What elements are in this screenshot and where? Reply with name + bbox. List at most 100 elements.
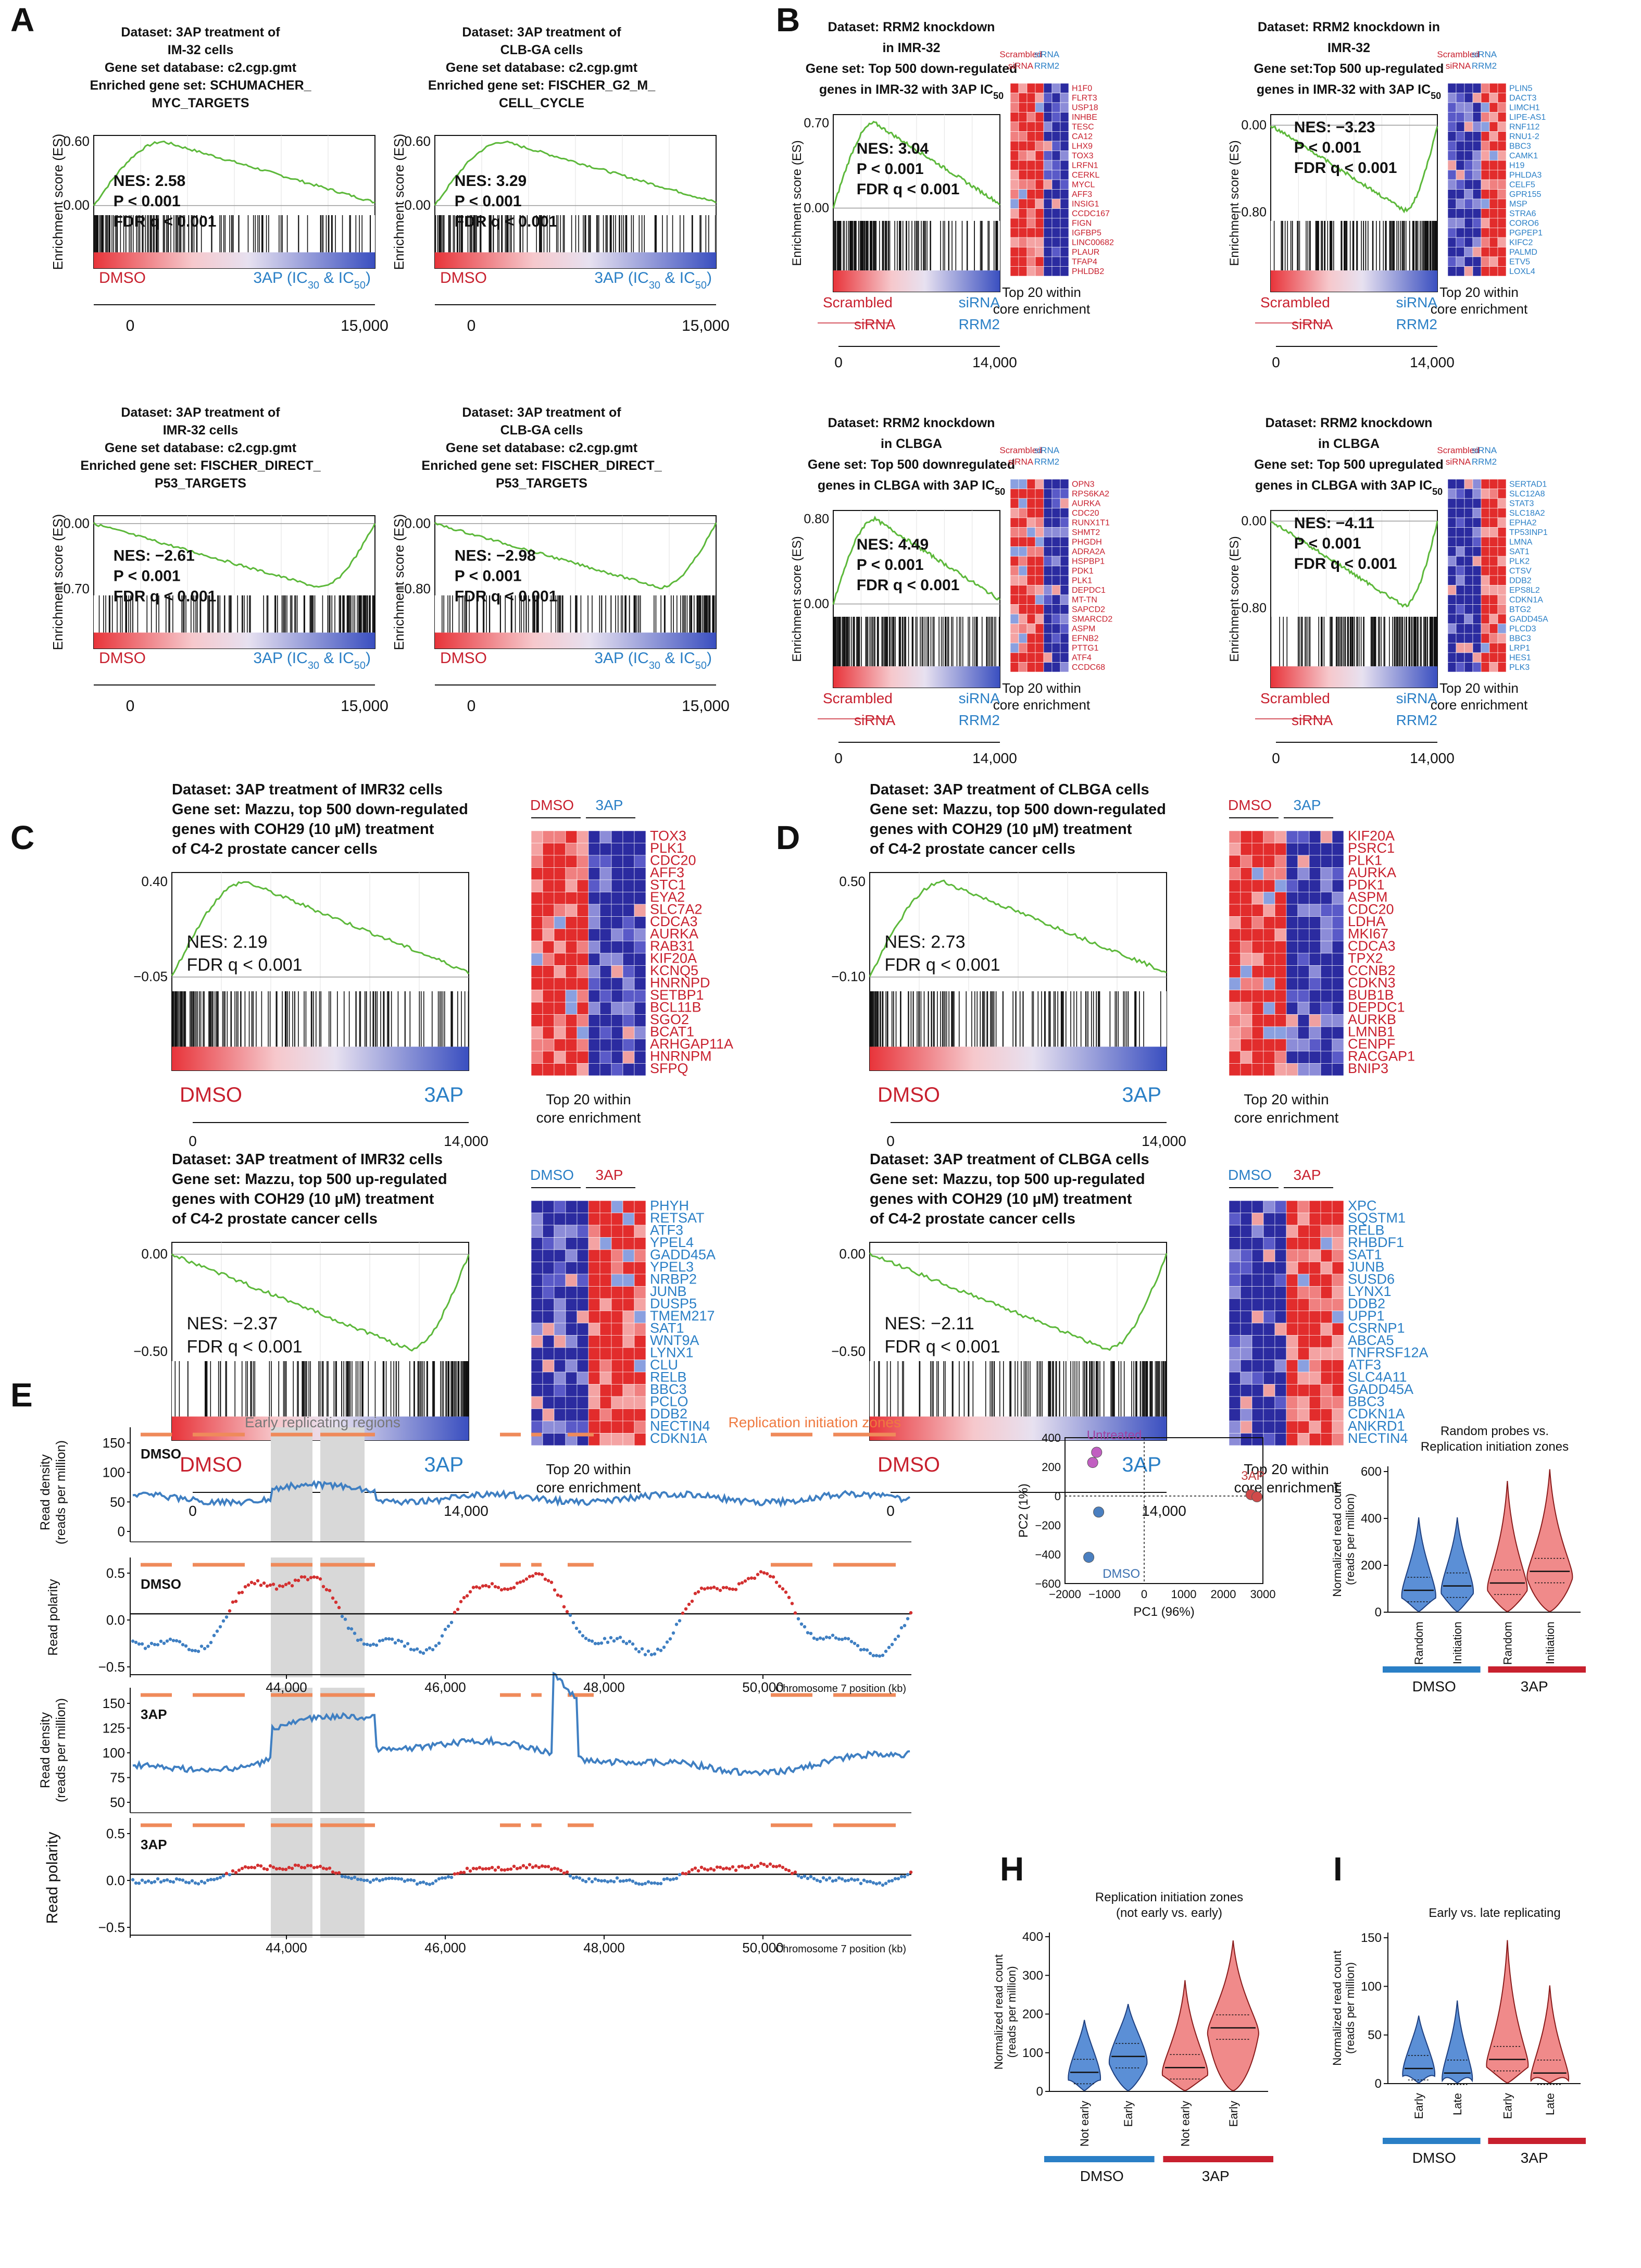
heat-header: RRM2 [1472, 61, 1497, 71]
polarity-point [549, 1867, 554, 1871]
polarity-point [768, 1862, 772, 1866]
heatmap-cell [622, 1051, 635, 1064]
gene-label: PGPEP1 [1509, 229, 1543, 238]
heatmap-cell [1229, 892, 1241, 905]
heatmap-cell [622, 1200, 635, 1213]
heatmap-cell [542, 1311, 555, 1324]
heatmap-cell [1456, 247, 1465, 257]
gene-label: NECTIN4 [650, 1418, 710, 1434]
gene-label: CDKN3 [1348, 975, 1396, 990]
top20-label: core enrichment [1234, 1110, 1339, 1126]
enrichment-curve [171, 1253, 470, 1352]
heatmap-cell [1320, 1026, 1333, 1039]
gene-label: INHBE [1072, 113, 1097, 122]
heatmap-cell [1043, 179, 1053, 190]
polarity-point [206, 1644, 210, 1648]
heatmap-cell [1035, 160, 1044, 170]
gene-label: EPS8L2 [1509, 586, 1540, 595]
heatmap-cell [1010, 266, 1019, 277]
heatmap-cell [588, 830, 600, 843]
heatmap-cell [1060, 508, 1069, 518]
polarity-point [824, 1878, 829, 1881]
polarity-point [549, 1580, 554, 1584]
heatmap-cell [1286, 1225, 1298, 1238]
gene-label: LMNA [1509, 538, 1533, 546]
polarity-point [509, 1867, 513, 1871]
heatmap-cell [1456, 614, 1465, 624]
gene-label: UPP1 [1348, 1308, 1385, 1324]
heatmap-cell [599, 941, 612, 954]
heatmap-cell [1320, 1014, 1333, 1027]
gene-label: TFAP4 [1072, 257, 1097, 266]
polarity-point [434, 1879, 438, 1883]
heatmap-cell [1018, 102, 1028, 113]
polarity-point [334, 1871, 338, 1875]
heatmap-cell [1481, 170, 1490, 180]
gene-label: CERKL [1072, 171, 1099, 180]
polarity-point [456, 1872, 460, 1875]
y-tick-label: −0.10 [831, 969, 866, 985]
heatmap-cell [1297, 1262, 1310, 1275]
heatmap-cell [1018, 198, 1028, 209]
heatmap-cell [1229, 953, 1241, 966]
heatmap-cell [1472, 662, 1482, 672]
heatmap-cell [1043, 633, 1053, 643]
heatmap-cell [1297, 977, 1310, 990]
violin-shape [1526, 1469, 1573, 1612]
polarity-point [159, 1639, 163, 1643]
polarity-point [265, 1584, 269, 1588]
polarity-point [328, 1866, 332, 1870]
heatmap-cell [1274, 1237, 1287, 1250]
heatmap-cell [1251, 1335, 1264, 1348]
polarity-point [587, 1877, 591, 1881]
polarity-point [568, 1613, 572, 1617]
panel-letter-D: D [776, 819, 800, 856]
heatmap-cell [542, 1039, 555, 1052]
polarity-point [662, 1877, 666, 1881]
heatmap-cell [588, 1014, 600, 1027]
heatmap-cell [1051, 198, 1061, 209]
heatmap-cell [1229, 1286, 1241, 1299]
polarity-point [509, 1587, 513, 1590]
heatmap-cell [1035, 594, 1044, 605]
heatmap-cell [577, 990, 589, 1003]
heatmap-cell [599, 1347, 612, 1360]
heatmap-cell [1489, 247, 1498, 257]
gene-label: IGFBP5 [1072, 229, 1101, 238]
polarity-point [799, 1622, 804, 1626]
polarity-point [646, 1880, 650, 1884]
heatmap-cell [1026, 228, 1036, 238]
rank-gradient [435, 252, 716, 268]
polarity-point [787, 1596, 791, 1599]
polarity-point [365, 1878, 369, 1882]
heatmap-cell [1286, 1323, 1298, 1336]
heatmap-cell [1332, 843, 1344, 856]
heatmap-cell [1010, 198, 1019, 209]
polarity-point [790, 1872, 794, 1875]
heatmap-cell [1274, 1298, 1287, 1311]
heatmap-cell [634, 1298, 646, 1311]
gene-label: FLRT3 [1072, 94, 1097, 103]
polarity-point [215, 1877, 219, 1880]
heatmap-cell [1043, 208, 1053, 219]
heatmap-cell [554, 1200, 566, 1213]
heatmap-cell [599, 879, 612, 892]
gene-label: TNFRSF12A [1348, 1344, 1429, 1360]
polarity-point [693, 1866, 697, 1870]
polarity-point [428, 1883, 432, 1886]
heatmap-cell [1309, 1249, 1321, 1262]
heatmap-cell [554, 1249, 566, 1262]
violin-shape [1108, 2004, 1148, 2091]
cd-title: of C4-2 prostate cancer cells [172, 1211, 378, 1227]
polarity-point [903, 1875, 907, 1878]
heatmap-cell [1240, 1200, 1252, 1213]
heatmap-cell [1497, 527, 1507, 538]
polarity-point [618, 1636, 622, 1639]
heatmap-cell [1286, 1200, 1298, 1213]
heatmap-cell [1026, 489, 1036, 499]
violin-shape [1486, 1940, 1529, 2084]
heat-header: Scrambled [1437, 49, 1479, 59]
polarity-point [784, 1867, 788, 1872]
polarity-point [487, 1867, 491, 1871]
heatmap-cell [1274, 977, 1287, 990]
